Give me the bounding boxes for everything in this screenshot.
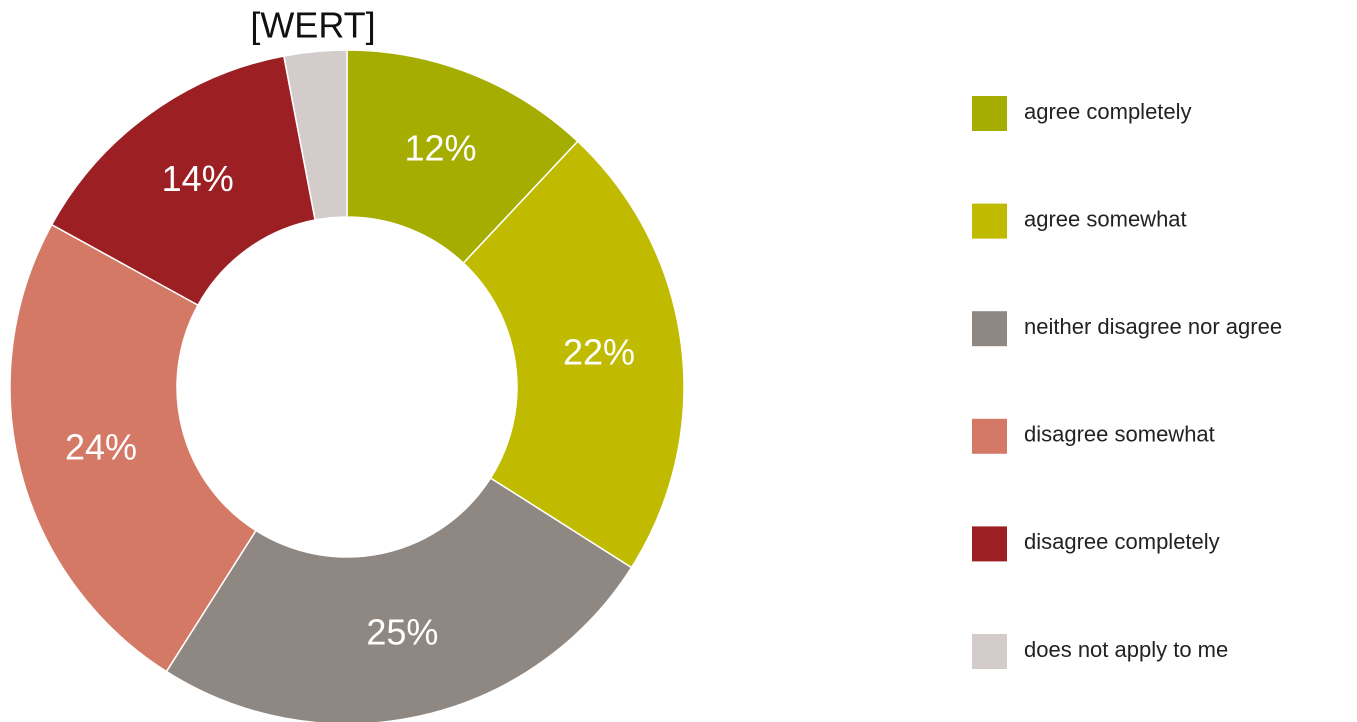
data-label: 24% [65,427,137,468]
legend-label: agree completely [1024,99,1192,124]
data-label: 22% [563,332,635,373]
data-label: 14% [162,158,234,199]
legend-label: agree somewhat [1024,206,1187,231]
donut-slice [9,223,257,673]
legend-label: does not apply to me [1024,637,1228,662]
legend-swatch [972,634,1007,669]
data-label: 12% [404,127,476,168]
legend-label: neither disagree nor agree [1024,314,1282,339]
legend-swatch [972,96,1007,131]
legend-label: disagree completely [1024,529,1220,554]
legend-swatch [972,418,1007,454]
legend-swatch [972,526,1007,562]
donut-slice [50,55,317,307]
data-label: [WERT] [250,5,375,46]
donut-slice [346,49,579,265]
legend-label: disagree somewhat [1024,422,1215,447]
legend-swatch [972,311,1007,347]
donut-slice [462,140,685,569]
legend-swatch [972,203,1007,239]
data-label: 25% [366,611,438,652]
donut-slice [165,477,633,722]
donut-slice [282,49,348,221]
